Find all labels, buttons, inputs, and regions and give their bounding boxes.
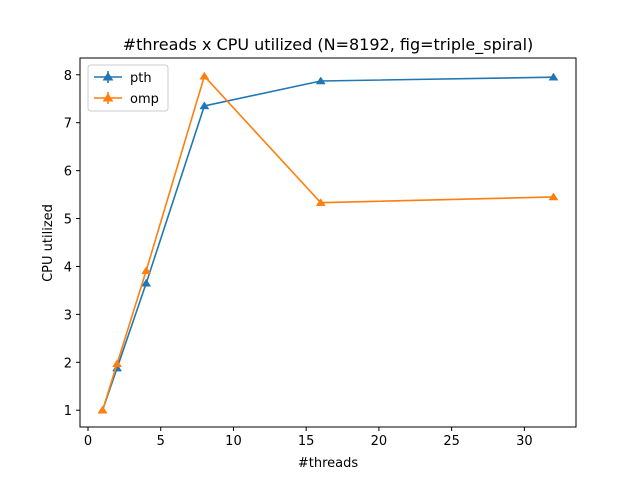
y-tick-label: 1 [64, 404, 72, 419]
data-point-omp [315, 198, 326, 207]
y-axis-ticks: 1 2 3 4 5 6 7 8 [64, 69, 80, 419]
x-tick-label: 15 [298, 434, 315, 449]
series-line-pth [101, 76, 554, 411]
x-tick-label: 25 [443, 434, 460, 449]
data-point-omp [141, 266, 152, 275]
y-tick-label: 4 [64, 260, 72, 275]
x-tick-label: 5 [157, 434, 165, 449]
data-point-pth [548, 72, 559, 81]
data-point-pth [141, 278, 152, 287]
legend: pth omp [87, 64, 169, 112]
plot-frame [79, 57, 577, 428]
x-tick-label: 0 [84, 434, 92, 449]
legend-marker-omp [102, 93, 114, 102]
x-axis-ticks: 0 5 10 15 20 25 30 [84, 427, 533, 449]
x-tick-label: 10 [225, 434, 242, 449]
legend-marker-pth [102, 72, 114, 81]
data-point-omp [199, 71, 210, 80]
legend-label-pth: pth [130, 71, 152, 86]
data-point-omp [112, 359, 123, 368]
legend-label-omp: omp [130, 92, 159, 107]
plot-area [97, 71, 559, 414]
x-tick-label: 20 [371, 434, 388, 449]
y-tick-label: 6 [64, 165, 72, 180]
y-tick-label: 5 [64, 213, 72, 228]
data-point-omp [97, 405, 108, 414]
y-tick-label: 3 [64, 308, 72, 323]
y-tick-label: 8 [64, 69, 72, 84]
data-point-pth [315, 76, 326, 85]
y-axis-label: CPU utilized [41, 204, 56, 282]
y-tick-label: 7 [64, 117, 72, 132]
series-line-omp [101, 75, 554, 411]
data-point-omp [548, 192, 559, 201]
y-tick-label: 2 [64, 356, 72, 371]
chart-title: #threads x CPU utilized (N=8192, fig=tri… [123, 35, 534, 55]
x-tick-label: 30 [516, 434, 533, 449]
x-axis-label: #threads [298, 456, 359, 471]
data-point-pth [199, 101, 210, 110]
